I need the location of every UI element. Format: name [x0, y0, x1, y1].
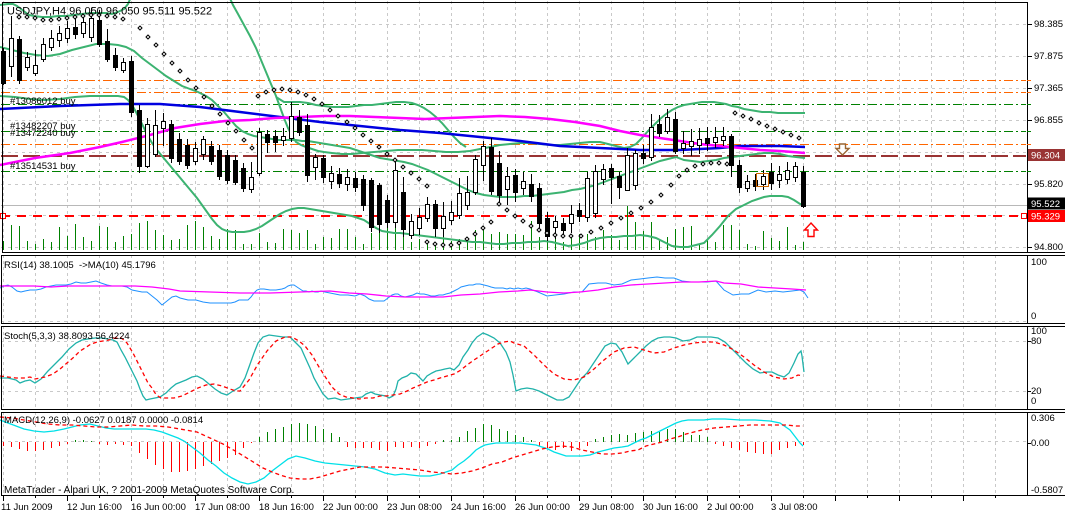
svg-text:Stoch(5,3,3) 38.8093 56.4224: Stoch(5,3,3) 38.8093 56.4224: [4, 331, 130, 342]
svg-text:17 Jun 08:00: 17 Jun 08:00: [195, 502, 250, 513]
svg-text:100: 100: [1031, 326, 1047, 337]
svg-text:3 Jul 08:00: 3 Jul 08:00: [771, 502, 817, 513]
svg-text:96.304: 96.304: [1031, 151, 1060, 162]
svg-text:94.800: 94.800: [1034, 242, 1063, 253]
svg-text:#13482207 buy: #13482207 buy: [10, 121, 76, 132]
svg-text:30 Jun 16:00: 30 Jun 16:00: [643, 502, 698, 513]
svg-text:95.329: 95.329: [1031, 212, 1060, 223]
svg-text:20: 20: [1031, 386, 1042, 397]
svg-text:0: 0: [1031, 311, 1036, 322]
svg-text:22 Jun 00:00: 22 Jun 00:00: [323, 502, 378, 513]
svg-text:MACD(12,26,9) -0.0627 0.0187 0: MACD(12,26,9) -0.0627 0.0187 0.0000 -0.0…: [4, 415, 203, 426]
svg-text:0: 0: [1031, 396, 1036, 407]
svg-text:12 Jun 16:00: 12 Jun 16:00: [67, 502, 122, 513]
svg-text:RSI(14) 38.1005 ->MA(10) 45.1: RSI(14) 38.1005 ->MA(10) 45.1796: [4, 260, 156, 271]
svg-text:97.875: 97.875: [1034, 51, 1063, 62]
svg-text:95.522: 95.522: [1031, 199, 1060, 210]
svg-text:USDJPY,H4 96.050 96.050 95.51: USDJPY,H4 96.050 96.050 95.511 95.522: [7, 6, 212, 18]
svg-text:29 Jun 08:00: 29 Jun 08:00: [579, 502, 634, 513]
svg-text:26 Jun 00:00: 26 Jun 00:00: [515, 502, 570, 513]
svg-text:-0.5807: -0.5807: [1031, 485, 1063, 496]
svg-text:80: 80: [1031, 336, 1042, 347]
svg-text:24 Jun 16:00: 24 Jun 16:00: [451, 502, 506, 513]
svg-text:98.385: 98.385: [1034, 19, 1063, 30]
svg-text:100: 100: [1031, 257, 1047, 268]
svg-text:MetaTrader - Alpari UK, ? 2001: MetaTrader - Alpari UK, ? 2001-2009 Meta…: [4, 485, 294, 496]
svg-text:#13086012 buy: #13086012 buy: [10, 96, 76, 107]
svg-text:#13472240 buy: #13472240 buy: [10, 128, 76, 139]
svg-text:16 Jun 00:00: 16 Jun 00:00: [131, 502, 186, 513]
svg-text:#13514531 buy: #13514531 buy: [10, 161, 76, 172]
svg-text:18 Jun 16:00: 18 Jun 16:00: [259, 502, 314, 513]
svg-text:0.00: 0.00: [1031, 438, 1050, 449]
svg-text:11 Jun 2009: 11 Jun 2009: [1, 502, 53, 513]
svg-text:96.855: 96.855: [1034, 115, 1063, 126]
svg-text:0.306: 0.306: [1031, 413, 1055, 424]
svg-text:97.365: 97.365: [1034, 83, 1063, 94]
svg-text:95.820: 95.820: [1034, 179, 1063, 190]
svg-text:23 Jun 08:00: 23 Jun 08:00: [387, 502, 442, 513]
svg-text:2 Jul 00:00: 2 Jul 00:00: [707, 502, 753, 513]
